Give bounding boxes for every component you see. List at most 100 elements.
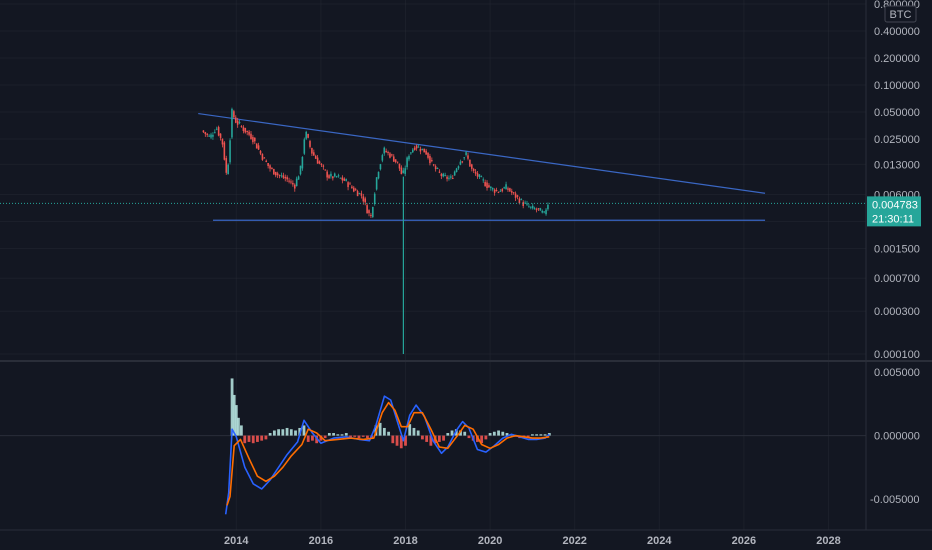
candle-body [465, 152, 467, 155]
candle-body [368, 210, 370, 214]
time-tick-label: 2026 [732, 535, 756, 547]
candle-body [282, 175, 285, 178]
candle-body [379, 164, 382, 170]
candle-body [531, 205, 534, 209]
candle-body [286, 177, 288, 180]
candle-body [225, 158, 228, 173]
candle-body [210, 134, 212, 138]
candle-body [530, 206, 532, 208]
candle-body [417, 146, 420, 148]
candle-body [307, 133, 309, 138]
histogram-bar [442, 435, 445, 441]
candle-body [522, 202, 524, 206]
trendlines[interactable] [198, 112, 766, 221]
candle-body [467, 155, 469, 159]
candle-body [535, 209, 538, 211]
candle-body [541, 210, 544, 213]
candle-body [217, 127, 220, 136]
candle-body [252, 137, 254, 143]
candle-body [478, 174, 481, 178]
candle-body [345, 179, 347, 181]
candle-body [389, 153, 391, 158]
histogram-bar [416, 430, 420, 436]
price-tick-label: 0.400000 [874, 26, 920, 38]
time-tick-label: 2014 [224, 535, 249, 547]
price-tick-label: 0.100000 [874, 80, 920, 92]
histogram-bar [251, 435, 255, 444]
candle-body [490, 186, 492, 189]
candle-body [362, 196, 365, 202]
candle-body [335, 176, 338, 178]
time-axis[interactable]: 2014 2016 2018 2020 2022 2024 2026 2028 [224, 535, 841, 547]
candle-body [341, 177, 344, 181]
histogram-bar [467, 435, 471, 439]
histogram-bar [298, 427, 302, 436]
histogram-bar [446, 433, 450, 436]
candle-body [242, 127, 245, 131]
candle-body [326, 171, 328, 178]
grid-lines [0, 0, 866, 530]
histogram-bar [272, 430, 276, 436]
candle-body [236, 120, 239, 125]
candle-body [427, 152, 429, 158]
candle-body [423, 148, 426, 153]
candle-body [269, 165, 271, 169]
price-tick-label: 0.025000 [874, 134, 920, 146]
candle-body [352, 187, 355, 192]
candle-body [434, 166, 437, 170]
histogram-bar [488, 433, 492, 436]
candle-body [375, 177, 378, 190]
candle-body [463, 157, 465, 159]
candle-body [261, 153, 264, 160]
candle-body [212, 134, 214, 137]
candle-body [219, 133, 222, 138]
candle-body [278, 174, 281, 176]
histogram-bar [450, 430, 454, 436]
candle-body [448, 177, 450, 179]
trendline-descending-resistance[interactable] [198, 112, 766, 194]
candle-body [290, 181, 292, 183]
price-tick-label: 0.000700 [874, 273, 920, 285]
histogram-bar [547, 433, 551, 436]
histogram-bar [505, 433, 509, 436]
candle-body [248, 131, 250, 135]
oscillator-pane[interactable] [0, 378, 866, 515]
candle-body [214, 132, 216, 134]
candle-body [450, 176, 452, 178]
histogram-bar [412, 427, 416, 436]
oscillator-tick-label: -0.005000 [870, 494, 920, 506]
candle-body [438, 171, 441, 173]
candle-body [526, 203, 528, 205]
candle-body [343, 178, 346, 181]
histogram-bar [230, 378, 234, 436]
histogram-bar [535, 434, 539, 436]
oscillator-axis[interactable]: 0.005000 0.000000 -0.005000 [870, 367, 920, 506]
candle-body [383, 147, 386, 154]
candle-body [366, 205, 368, 214]
candle-body [349, 183, 351, 185]
candle-body [305, 131, 308, 139]
currency-badge[interactable]: BTC [884, 5, 917, 23]
price-pane[interactable] [0, 107, 866, 354]
candle-body [486, 182, 488, 189]
bar-countdown: 21:30:11 [872, 213, 914, 225]
candle-body [288, 180, 290, 182]
candle-body [229, 140, 231, 163]
candle-body [244, 127, 247, 133]
candle-body [208, 135, 210, 137]
candle-body [520, 199, 523, 201]
candle-body [394, 159, 397, 162]
candle-body [545, 209, 547, 215]
candle-body [324, 169, 327, 171]
candle-body [318, 161, 321, 164]
candle-body [451, 178, 454, 180]
candles [202, 107, 549, 354]
candle-body [347, 182, 349, 188]
candle-body [299, 165, 302, 175]
time-tick-label: 2020 [478, 535, 502, 547]
candle-body [497, 191, 500, 193]
candle-body [484, 182, 486, 187]
candle-body [297, 176, 300, 180]
